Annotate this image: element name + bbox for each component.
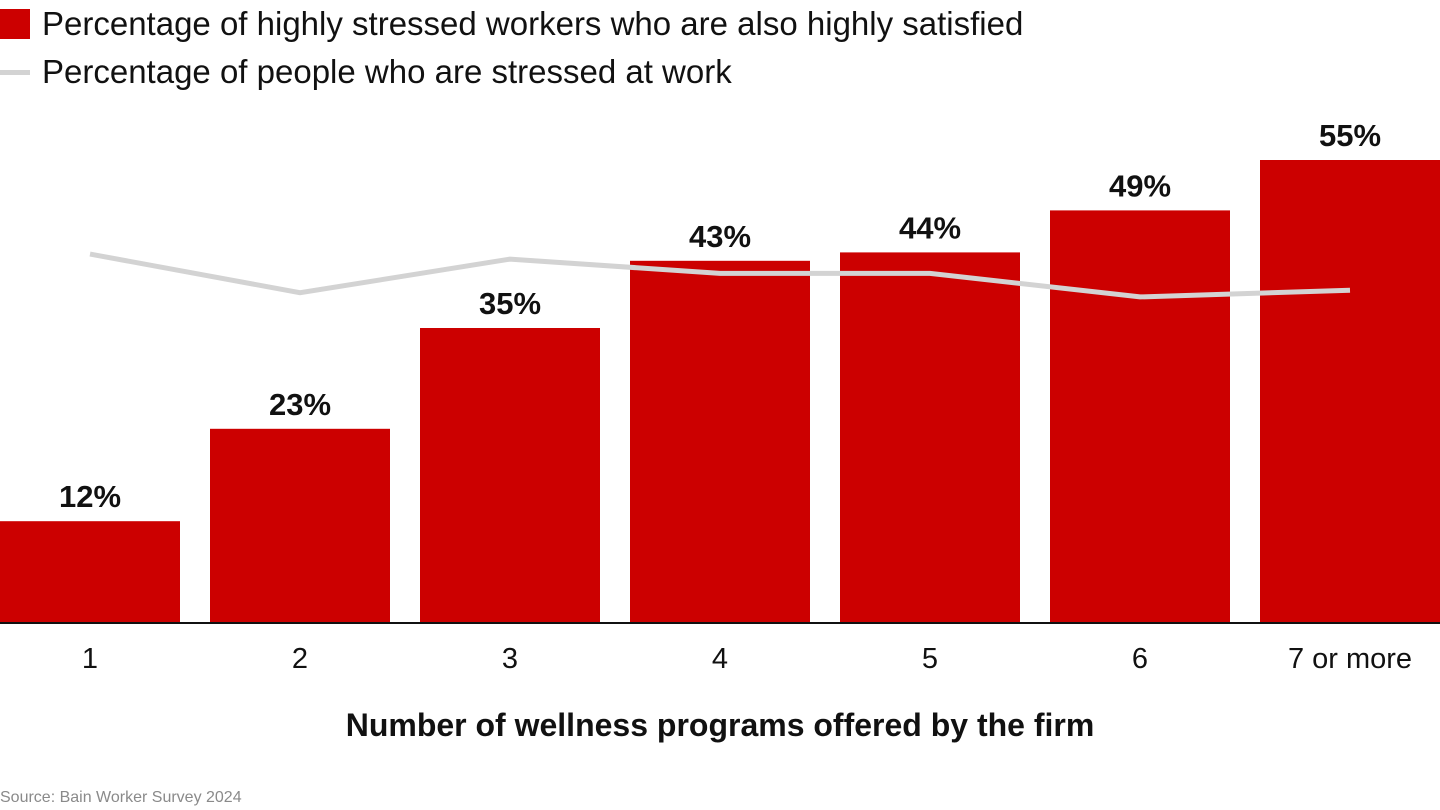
data-label: 49% (1109, 168, 1171, 203)
legend-item-line: Percentage of people who are stressed at… (0, 48, 1023, 96)
x-tick-label: 4 (712, 643, 728, 675)
x-tick-label: 1 (82, 643, 98, 675)
data-label: 55% (1319, 118, 1381, 153)
bar (840, 252, 1020, 622)
legend-item-bars: Percentage of highly stressed workers wh… (0, 0, 1023, 48)
legend-swatch-line (0, 69, 30, 75)
legend-label-line: Percentage of people who are stressed at… (42, 53, 732, 90)
data-label: 43% (689, 219, 751, 254)
series-line (89, 251, 1351, 300)
bar (210, 428, 390, 622)
chart-area: 12% 1 23% 2 35% 3 43% 4 44% 5 49% 6 55% 7 or more Numb… (0, 118, 1440, 743)
data-label: 23% (269, 387, 331, 422)
x-tick-label: 6 (1132, 643, 1148, 675)
data-label: 35% (479, 286, 541, 321)
bar (1260, 160, 1440, 622)
x-tick-label: 3 (502, 643, 518, 675)
bar (630, 260, 810, 622)
source-note: Source: Bain Worker Survey 2024 (0, 789, 242, 806)
x-axis-title: Number of wellness programs offered by t… (346, 707, 1095, 743)
bar (0, 521, 180, 622)
x-tick-label: 5 (922, 643, 938, 675)
bar (1050, 210, 1230, 622)
legend: Percentage of highly stressed workers wh… (0, 0, 1023, 96)
data-label: 44% (899, 210, 961, 245)
legend-label-bars: Percentage of highly stressed workers wh… (42, 5, 1024, 42)
bar (420, 328, 600, 622)
legend-swatch-bars (0, 9, 30, 39)
x-tick-label: 7 or more (1288, 643, 1412, 675)
data-label: 12% (59, 479, 121, 514)
x-tick-label: 2 (292, 643, 308, 675)
